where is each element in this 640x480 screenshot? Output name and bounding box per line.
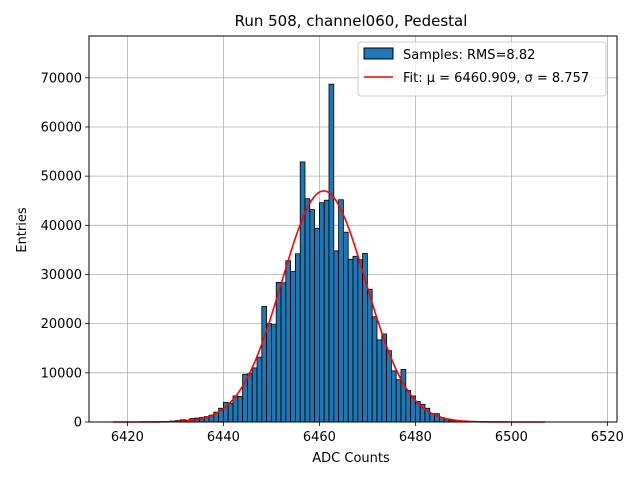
y-tick-label: 10000 <box>41 366 82 381</box>
histogram-bar <box>390 370 397 423</box>
histogram-bar <box>347 258 354 423</box>
legend-label-fit: Fit: μ = 6460.909, σ = 8.757 <box>403 71 589 86</box>
histogram-bar <box>280 282 287 423</box>
histogram-bar <box>256 356 263 423</box>
histogram-bar <box>357 259 363 423</box>
x-tick-label: 6440 <box>207 430 240 445</box>
legend-label-samples: Samples: RMS=8.82 <box>403 48 535 63</box>
histogram-bar <box>304 198 311 423</box>
histogram-bar <box>237 396 244 423</box>
histogram-bar <box>227 402 234 423</box>
x-tick-label: 6520 <box>591 430 624 445</box>
x-tick-label: 6480 <box>399 430 432 445</box>
histogram-bar <box>328 83 335 423</box>
y-axis-ticks: 0 10000 20000 30000 40000 50000 60000 70000 <box>41 71 89 431</box>
legend-swatch-samples <box>363 47 394 60</box>
histogram-bar <box>333 250 339 423</box>
histogram-bar <box>314 227 320 423</box>
x-axis-ticks: 6420 6440 6460 6480 6500 6520 <box>111 422 624 445</box>
histogram-bar <box>352 255 359 423</box>
histogram-bar <box>266 323 272 423</box>
legend: Samples: RMS=8.82 Fit: μ = 6460.909, σ =… <box>357 41 607 97</box>
histogram-bar <box>290 271 296 423</box>
histogram-bar <box>395 379 402 423</box>
histogram-bar <box>323 199 330 423</box>
x-tick-label: 6420 <box>111 430 144 445</box>
y-tick-label: 70000 <box>41 71 82 86</box>
x-tick-label: 6460 <box>303 430 336 445</box>
x-axis-label: ADC Counts <box>312 451 390 466</box>
plot-frame <box>88 35 618 423</box>
histogram-bar <box>381 333 387 423</box>
y-tick-label: 20000 <box>41 317 82 332</box>
legend-frame <box>357 41 607 97</box>
histogram-bar <box>318 202 325 423</box>
histogram-bar <box>400 368 407 423</box>
histogram-bar <box>294 253 301 423</box>
x-tick-label: 6500 <box>495 430 528 445</box>
y-tick-label: 40000 <box>41 219 82 234</box>
y-tick-label: 60000 <box>41 120 82 135</box>
histogram-bar <box>342 231 349 423</box>
histogram-bar <box>275 281 282 423</box>
y-axis-label: Entries <box>15 207 30 253</box>
histogram-bar <box>371 316 378 423</box>
histogram-bar <box>338 199 344 423</box>
y-tick-label: 0 <box>74 416 82 431</box>
histogram-bar <box>261 306 267 423</box>
histogram-bar <box>299 161 306 423</box>
histogram-bar <box>285 260 291 423</box>
histogram-bar <box>246 373 253 423</box>
histogram-bar <box>251 367 258 423</box>
histogram-bar <box>270 324 277 423</box>
histogram-bar <box>386 350 392 423</box>
y-tick-label: 50000 <box>41 170 82 185</box>
chart-title: Run 508, channel060, Pedestal <box>235 12 468 30</box>
histogram-bar <box>405 390 411 423</box>
histogram-bar <box>309 209 315 423</box>
histogram-bar <box>366 288 373 423</box>
histogram-bar <box>376 339 383 423</box>
y-tick-label: 30000 <box>41 268 82 283</box>
